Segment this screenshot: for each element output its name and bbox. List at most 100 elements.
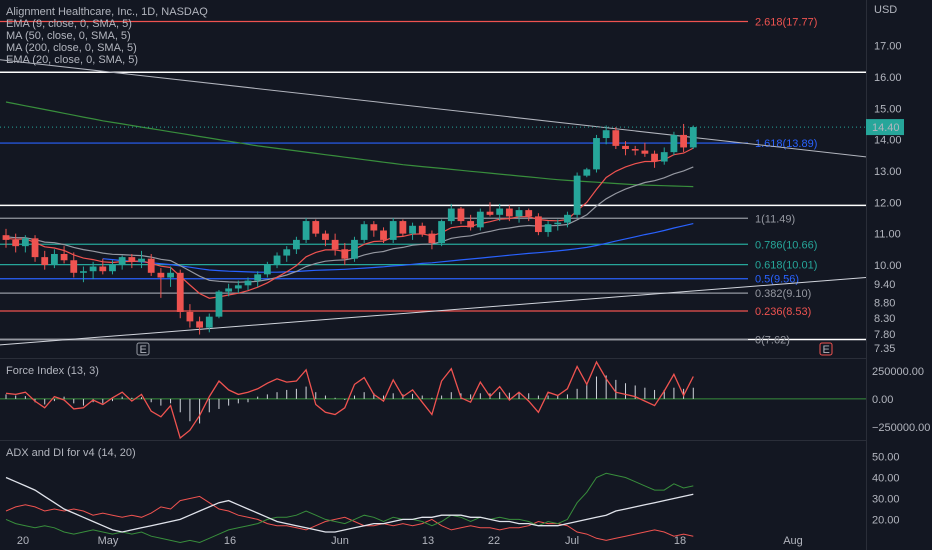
fib-level-label: 0.786(10.66)	[755, 239, 817, 251]
candle-body	[331, 239, 339, 250]
ema20-legend[interactable]: EMA (20, close, 0, SMA, 5)	[6, 54, 139, 66]
candle-body	[525, 210, 533, 217]
candle-body	[593, 138, 600, 170]
candle-body	[631, 149, 639, 151]
price-tick-label: 7.80	[874, 329, 895, 341]
earnings-marker-label: E	[823, 344, 830, 356]
candle-body	[41, 257, 49, 265]
adx-tick-label: 50.00	[872, 452, 900, 464]
candle-body	[12, 239, 20, 247]
time-tick-label: 18	[674, 535, 686, 547]
candle-body	[496, 208, 504, 215]
candle-body	[409, 225, 416, 234]
candle-body	[51, 253, 58, 265]
candle-body	[273, 255, 281, 265]
fib-level-label: 1(11.49)	[755, 213, 795, 225]
candle-body	[2, 235, 10, 240]
time-tick-label: 22	[488, 535, 500, 547]
last-price-badge	[866, 119, 904, 136]
force-index-pane: 250000.00 0.00 −250000.00	[0, 360, 930, 440]
earnings-marker	[819, 342, 833, 356]
candle-body	[680, 134, 687, 148]
candle-body	[622, 145, 629, 150]
candle-body	[476, 211, 484, 228]
candle-body	[505, 208, 513, 217]
candle-body	[389, 221, 397, 240]
support-trendline	[0, 276, 867, 346]
candle-body	[641, 150, 649, 154]
chart-legend: Alignment Healthcare, Inc., 1D, NASDAQ E…	[6, 6, 208, 66]
candle-body	[351, 239, 358, 259]
time-tick-label: Jun	[331, 535, 349, 547]
candle-body	[167, 272, 174, 278]
candle-body	[147, 258, 155, 273]
candle-body	[370, 224, 378, 231]
fib-level-label: 0.236(8.53)	[755, 306, 811, 318]
price-tick-label: 7.35	[874, 343, 895, 355]
candle-body	[564, 214, 571, 223]
price-tick-label: 8.80	[874, 298, 895, 310]
ema20-line	[5, 166, 694, 283]
price-tick-label: 13.00	[874, 166, 902, 178]
fib-level-label: 0.5(9.56)	[755, 274, 799, 286]
candle-body	[651, 153, 658, 162]
candle-body	[283, 249, 291, 256]
price-tick-label: 14.00	[874, 135, 902, 147]
candle-body	[428, 233, 436, 244]
fib-level-label: 0.618(10.01)	[755, 260, 817, 272]
candle-body	[60, 253, 68, 261]
candle-body	[80, 271, 87, 273]
chart-title: Alignment Healthcare, Inc., 1D, NASDAQ	[6, 6, 208, 18]
di-plus-line	[5, 472, 694, 544]
candle-body	[583, 169, 591, 176]
candle-body	[341, 249, 349, 259]
candle-body	[312, 221, 320, 234]
candle-body	[322, 233, 329, 240]
force-tick-label: −250000.00	[872, 422, 930, 434]
candle-body	[244, 280, 252, 286]
candle-body	[467, 221, 475, 228]
time-axis[interactable]: 20 May 16 Jun 13 22 Jul 18 Aug	[17, 535, 803, 547]
candle-body	[263, 264, 271, 275]
price-tick-label: 16.00	[874, 72, 902, 84]
resistance-trendline	[0, 59, 867, 158]
earnings-marker-label: E	[140, 344, 147, 356]
pane-divider	[0, 440, 866, 441]
price-tick-label: 11.00	[874, 229, 901, 241]
candle-body	[293, 239, 300, 250]
candle-body	[418, 225, 426, 234]
candle-body	[670, 134, 678, 153]
ema9-legend[interactable]: EMA (9, close, 0, SMA, 5)	[6, 18, 132, 30]
adx-tick-label: 30.00	[872, 493, 900, 505]
candle-body	[99, 266, 107, 272]
price-tick-label: 17.00	[874, 41, 902, 53]
candle-body	[176, 272, 184, 312]
candle-body	[689, 127, 697, 148]
candle-body	[457, 208, 465, 222]
candle-body	[31, 238, 39, 258]
candle-body	[70, 260, 78, 273]
ma50-line	[102, 223, 694, 273]
fib-level-label: 2.618(17.77)	[755, 16, 817, 28]
currency-label: USD	[874, 4, 897, 16]
time-tick-label: May	[98, 535, 119, 547]
candle-body	[118, 257, 126, 265]
adx-line	[5, 476, 694, 533]
force-index-line	[5, 360, 694, 440]
price-axis-border	[866, 0, 867, 550]
ma200-legend[interactable]: MA (200, close, 0, SMA, 5)	[6, 42, 137, 54]
candle-body	[234, 285, 242, 289]
ma50-legend[interactable]: MA (50, close, 0, SMA, 5)	[6, 30, 131, 42]
candle-body	[486, 211, 494, 215]
candle-body	[544, 224, 552, 233]
candle-body	[573, 175, 581, 215]
pane-divider	[0, 358, 866, 359]
candle-body	[215, 291, 223, 317]
candle-body	[205, 316, 213, 328]
candle-body	[138, 258, 145, 262]
price-tick-label: 12.00	[874, 197, 902, 209]
force-index-title: Force Index (13, 3)	[6, 365, 99, 377]
